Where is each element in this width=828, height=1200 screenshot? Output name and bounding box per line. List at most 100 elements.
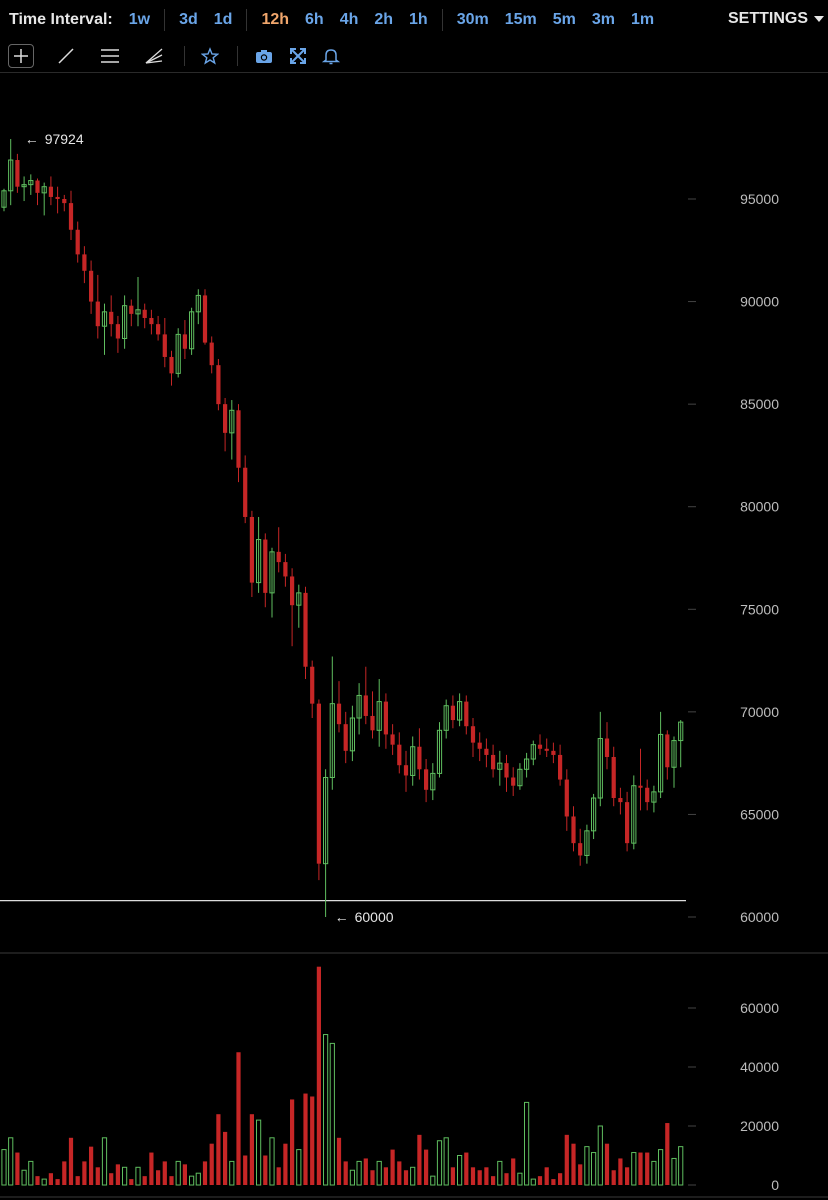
star-icon[interactable] [197, 44, 223, 68]
candle-body [317, 704, 321, 864]
settings-label: SETTINGS [728, 10, 808, 27]
volume-bar [136, 1167, 140, 1185]
volume-bar [585, 1147, 589, 1185]
volume-bar [384, 1167, 388, 1185]
volume-bar [236, 1052, 240, 1185]
volume-bar [56, 1179, 60, 1185]
price-tick-label: 60000 [740, 909, 779, 925]
volume-bar [484, 1167, 488, 1185]
price-tick-label: 90000 [740, 294, 779, 310]
candle-body [337, 704, 341, 725]
interval-button-1w[interactable]: 1w [121, 11, 158, 29]
volume-bar [69, 1138, 73, 1185]
candle-body [638, 786, 642, 788]
volume-bar [370, 1170, 374, 1185]
volume-bar [210, 1144, 214, 1185]
interval-button-15m[interactable]: 15m [497, 11, 545, 29]
volume-bar [632, 1153, 636, 1185]
candle-body [538, 745, 542, 749]
volume-bar [464, 1153, 468, 1185]
interval-divider [164, 9, 165, 31]
interval-divider [442, 9, 443, 31]
volume-bar [672, 1158, 676, 1185]
volume-bar [330, 1043, 334, 1185]
volume-bar [451, 1167, 455, 1185]
candle-body [471, 726, 475, 742]
interval-toolbar: Time Interval: 1w 3d 1d 12h 6h 4h 2h 1h 30m 15m 5m… [0, 0, 828, 40]
volume-bar [444, 1138, 448, 1185]
price-tick-label: 95000 [740, 191, 779, 207]
price-tick-label: 75000 [740, 601, 779, 617]
candle-body [69, 203, 73, 230]
interval-button-3m[interactable]: 3m [584, 11, 623, 29]
low-marker-arrow: ← [335, 909, 349, 925]
candle-body [89, 271, 93, 302]
volume-bar [437, 1141, 441, 1185]
volume-bar [491, 1176, 495, 1185]
volume-bar [679, 1147, 683, 1185]
horizontal-lines-icon[interactable] [97, 44, 123, 68]
volume-bar [250, 1114, 254, 1185]
volume-bar [424, 1150, 428, 1185]
interval-button-4h[interactable]: 4h [332, 11, 367, 29]
volume-bar [638, 1153, 642, 1185]
candle-body [236, 410, 240, 467]
volume-tick-label: 40000 [740, 1059, 779, 1075]
candle-body [417, 747, 421, 770]
fan-lines-icon[interactable] [141, 44, 167, 68]
volume-bar [270, 1138, 274, 1185]
candle-body [310, 667, 314, 704]
candle-body [612, 757, 616, 798]
interval-button-6h[interactable]: 6h [297, 11, 332, 29]
interval-button-12h[interactable]: 12h [253, 11, 297, 29]
volume-bar [109, 1173, 113, 1185]
volume-tick-label: 20000 [740, 1118, 779, 1134]
candle-body [618, 798, 622, 802]
candle-body [511, 778, 515, 786]
volume-bar [156, 1170, 160, 1185]
volume-bar [290, 1099, 294, 1185]
interval-button-2h[interactable]: 2h [366, 11, 401, 29]
interval-button-1m[interactable]: 1m [623, 11, 662, 29]
candle-body [491, 755, 495, 769]
candle-body [116, 324, 120, 338]
volume-bar [518, 1173, 522, 1185]
candle-body [625, 802, 629, 843]
candle-body [250, 517, 254, 583]
volume-bar [659, 1150, 663, 1185]
volume-bar [665, 1123, 669, 1185]
volume-bar [283, 1144, 287, 1185]
alert-bell-icon[interactable] [318, 44, 344, 68]
crosshair-icon[interactable] [8, 44, 34, 68]
candle-body [96, 302, 100, 327]
settings-button[interactable]: SETTINGS [728, 10, 824, 28]
price-chart[interactable]: 95000 90000 85000 80000 75000 70000 65000 60000… [0, 73, 828, 1200]
candle-body [645, 788, 649, 802]
interval-button-30m[interactable]: 30m [449, 11, 497, 29]
volume-bar [190, 1176, 194, 1185]
volume-bar [216, 1114, 220, 1185]
volume-bar [183, 1164, 187, 1185]
candle-body [56, 197, 60, 199]
candle-body [290, 576, 294, 605]
volume-tick-label: 60000 [740, 1000, 779, 1016]
volume-bar [42, 1179, 46, 1185]
volume-bar [545, 1167, 549, 1185]
volume-bar [29, 1161, 33, 1185]
fullscreen-icon[interactable] [285, 44, 311, 68]
candle-body [665, 734, 669, 767]
interval-button-3d[interactable]: 3d [171, 11, 206, 29]
interval-button-5m[interactable]: 5m [545, 11, 584, 29]
interval-button-1d[interactable]: 1d [206, 11, 241, 29]
drawing-toolbar [0, 40, 828, 73]
volume-bar [397, 1161, 401, 1185]
volume-tick-label: 0 [771, 1177, 779, 1193]
trend-line-icon[interactable] [53, 44, 79, 68]
toolbar-divider [237, 46, 238, 66]
camera-icon[interactable] [251, 44, 277, 68]
candle-body [391, 734, 395, 744]
candle-body [156, 324, 160, 334]
volume-bar [605, 1144, 609, 1185]
chevron-down-icon [814, 16, 824, 22]
interval-button-1h[interactable]: 1h [401, 11, 436, 29]
